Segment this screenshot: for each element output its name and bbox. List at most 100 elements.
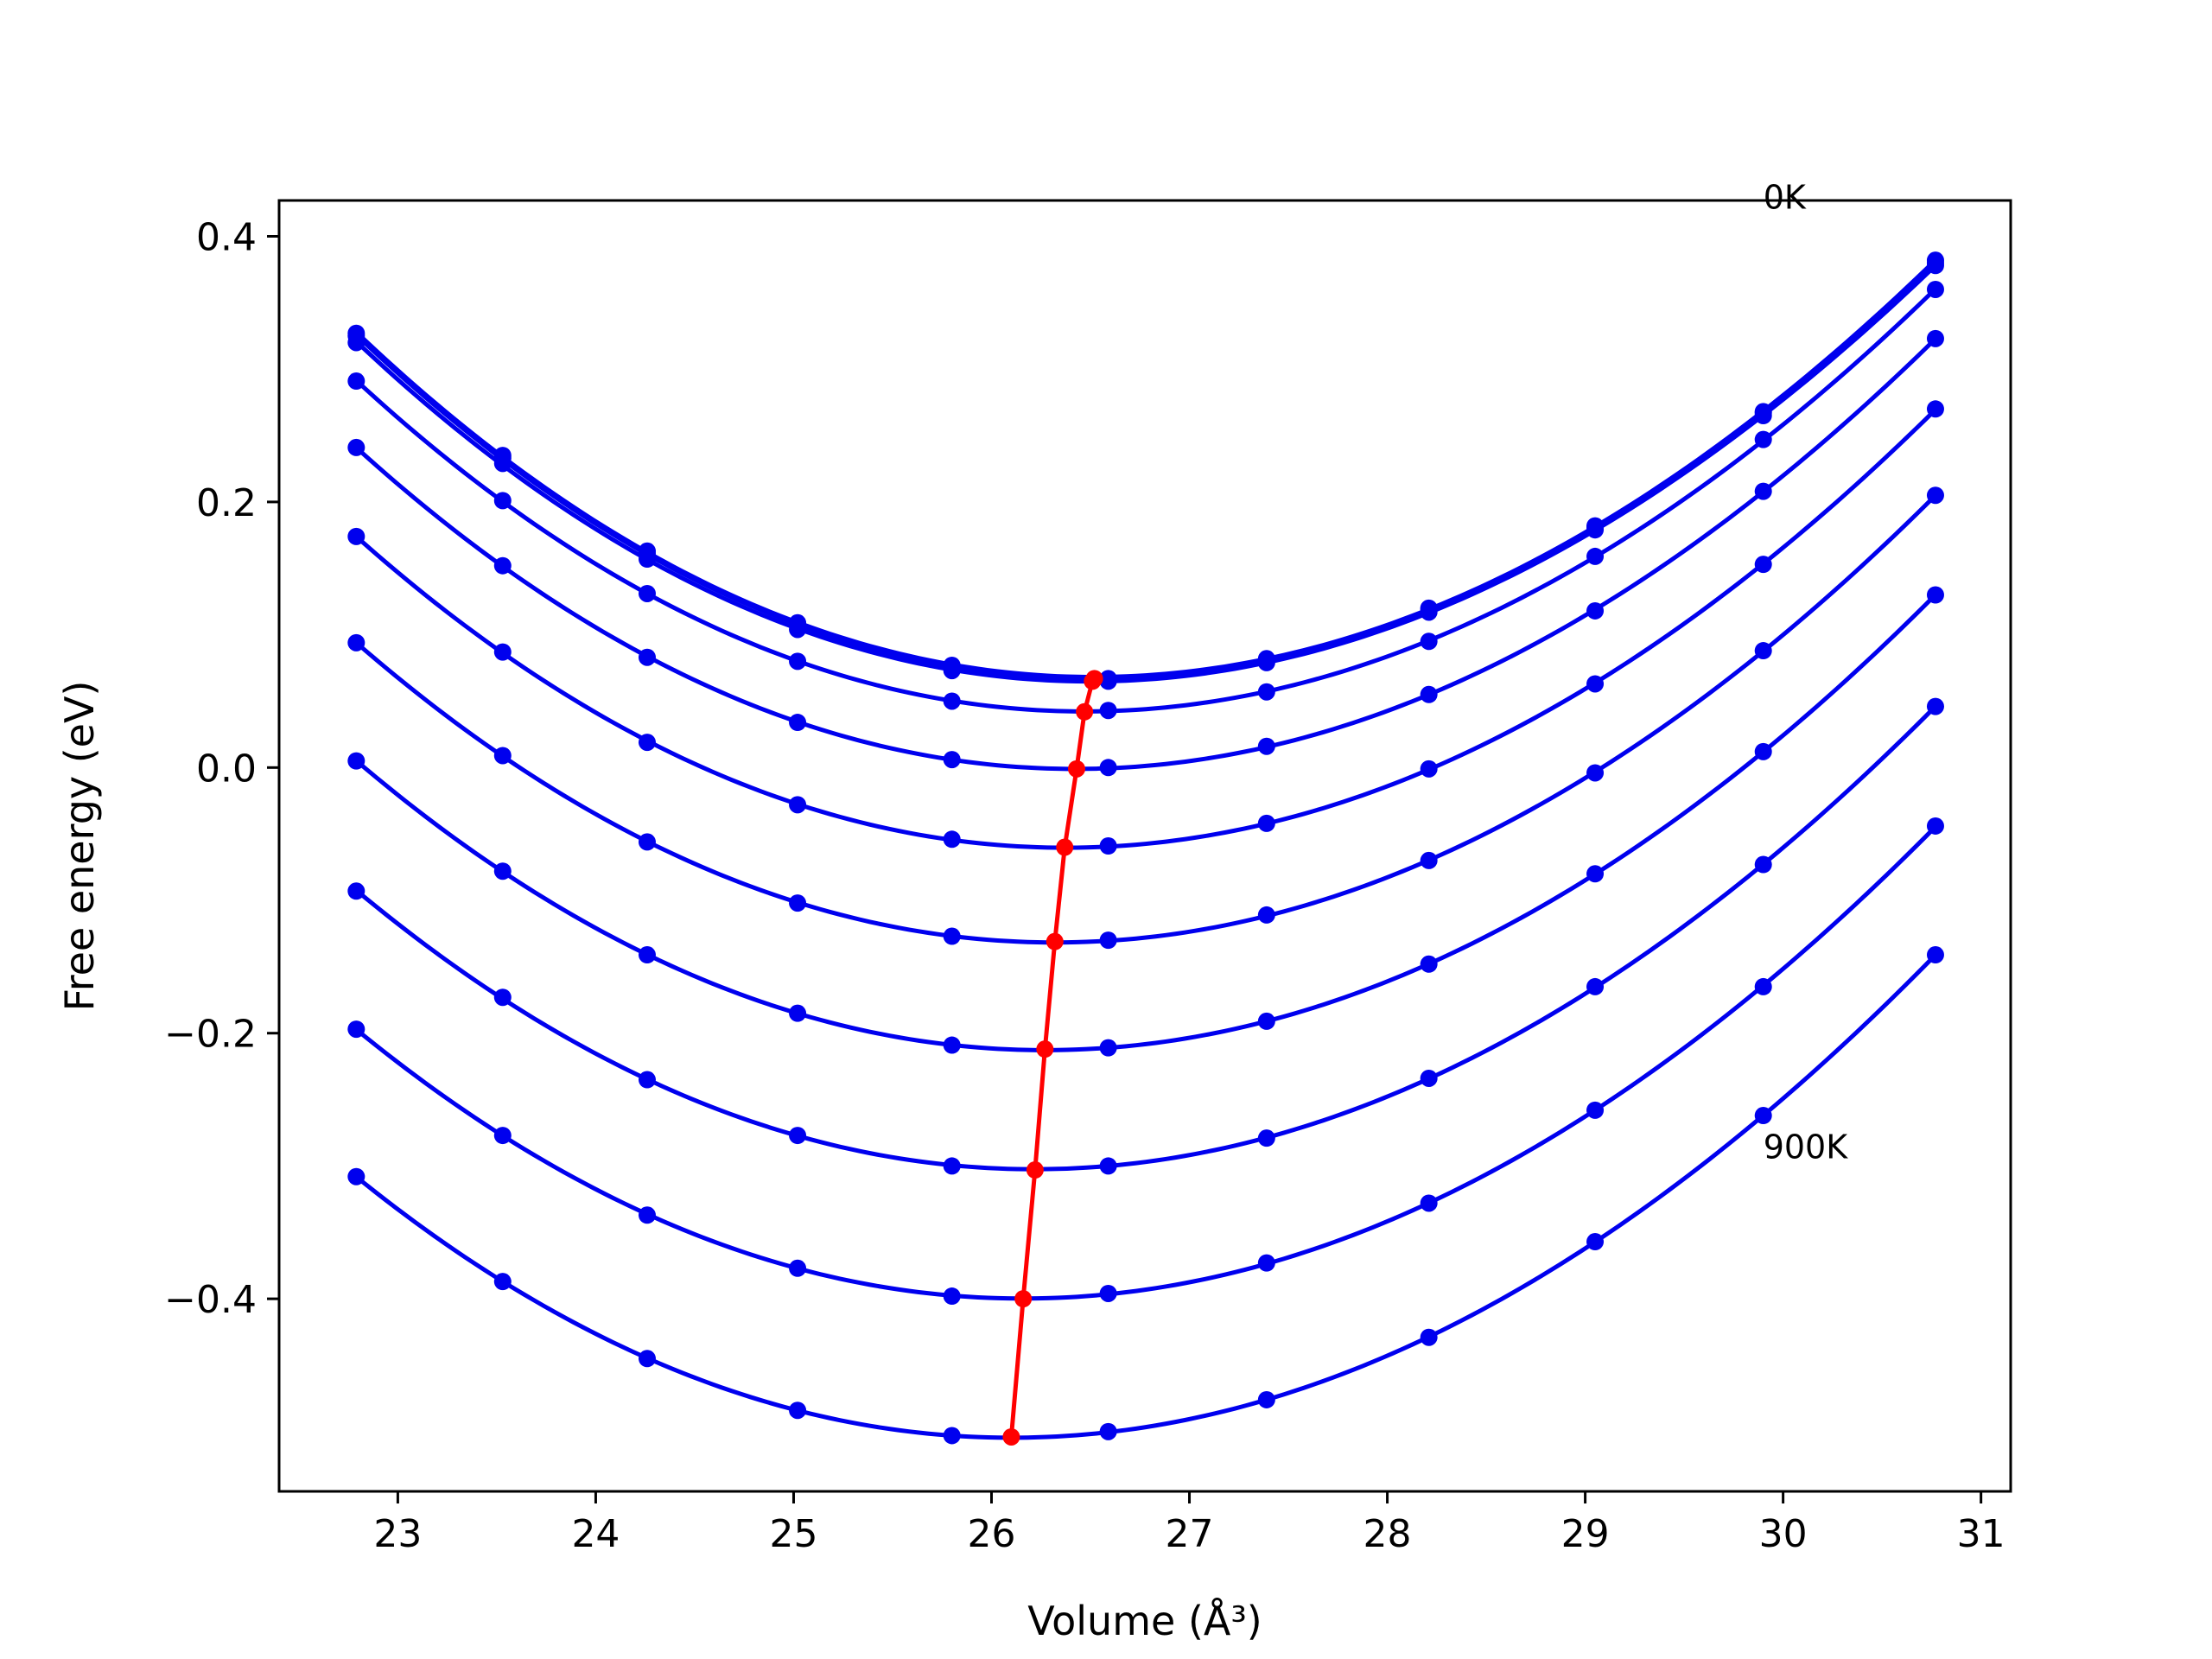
curve-point xyxy=(1754,855,1772,874)
x-tick-label: 27 xyxy=(1166,1512,1214,1556)
curve-point xyxy=(638,584,656,602)
curve-line-6 xyxy=(354,493,1937,945)
curve-point xyxy=(638,734,656,752)
curve-point xyxy=(943,1157,961,1175)
curve-point xyxy=(347,527,365,545)
x-tick-label: 25 xyxy=(769,1512,817,1556)
curve-point xyxy=(1586,865,1605,883)
curve-point xyxy=(638,648,656,666)
curve-point xyxy=(943,1036,961,1054)
y-tick-label: 0.2 xyxy=(196,481,257,525)
x-axis-label: Volume (Å³) xyxy=(1027,1598,1262,1644)
curve-point xyxy=(789,796,807,814)
curve-point xyxy=(943,927,961,945)
curve-point xyxy=(1926,257,1944,275)
curve-point xyxy=(1257,737,1275,755)
curve-point xyxy=(1099,672,1117,690)
x-tick-label: 26 xyxy=(968,1512,1016,1556)
y-axis-label: Free energy (eV) xyxy=(56,681,103,1012)
plot-frame xyxy=(277,199,2012,1493)
curve-point xyxy=(638,550,656,568)
curve-point xyxy=(1099,837,1117,855)
curve-point xyxy=(638,1071,656,1089)
y-tick-label: −0.2 xyxy=(164,1013,257,1057)
curve-point xyxy=(1257,1390,1275,1408)
curve-line-3 xyxy=(354,287,1937,714)
curve-point xyxy=(1754,742,1772,760)
curve-point xyxy=(1926,586,1944,604)
curve-point xyxy=(943,751,961,769)
curve-line-7 xyxy=(354,593,1937,1052)
minimum-point xyxy=(1067,760,1085,778)
minimum-point xyxy=(1056,838,1074,856)
curve-point xyxy=(347,372,365,391)
curve-point xyxy=(789,652,807,671)
curve-line-10 xyxy=(354,953,1937,1440)
curve-point xyxy=(1586,764,1605,782)
curve-point xyxy=(1926,486,1944,505)
x-tick-label: 30 xyxy=(1759,1512,1808,1556)
curve-point xyxy=(493,862,512,880)
curve-point xyxy=(1257,906,1275,924)
curve-point xyxy=(943,830,961,849)
minimum-point xyxy=(1014,1290,1033,1308)
curve-point xyxy=(943,662,961,680)
curve-point xyxy=(1586,1101,1605,1119)
curve-point xyxy=(638,1350,656,1368)
curve-point xyxy=(1420,632,1438,651)
curve-point xyxy=(638,1206,656,1224)
minima-line xyxy=(1008,677,1096,1438)
curve-point xyxy=(943,1287,961,1306)
curve-point xyxy=(789,620,807,639)
curve-point xyxy=(1586,601,1605,620)
x-tick-label: 31 xyxy=(1957,1512,2005,1556)
curve-point xyxy=(1926,697,1944,715)
curve-point xyxy=(1586,1233,1605,1251)
curve-line-5 xyxy=(354,408,1937,850)
curve-point xyxy=(493,1127,512,1145)
y-axis-ticks: −0.4 −0.2 0.0 0.2 0.4 xyxy=(164,216,279,1322)
curve-point xyxy=(1420,1069,1438,1087)
curve-point xyxy=(1099,1284,1117,1302)
curve-point xyxy=(1257,1129,1275,1147)
x-tick-label: 28 xyxy=(1363,1512,1412,1556)
minimum-point xyxy=(1046,932,1064,950)
curve-point xyxy=(1099,702,1117,720)
curve-point xyxy=(789,1127,807,1145)
curve-point xyxy=(1257,814,1275,832)
y-tick-label: −0.4 xyxy=(164,1278,257,1322)
curve-point xyxy=(943,692,961,710)
curve-point xyxy=(1099,1039,1117,1057)
curve-point xyxy=(347,334,365,352)
curve-point xyxy=(1754,556,1772,574)
curve-point xyxy=(493,747,512,765)
curve-point xyxy=(347,438,365,456)
curve-point xyxy=(1754,1107,1772,1125)
x-tick-label: 29 xyxy=(1561,1512,1610,1556)
curve-line-9 xyxy=(354,825,1937,1301)
curve-point xyxy=(1257,1254,1275,1272)
curve-point xyxy=(347,1167,365,1185)
minima-group xyxy=(1002,670,1103,1446)
curve-point xyxy=(789,1402,807,1420)
curve-point xyxy=(1754,977,1772,995)
curve-point xyxy=(347,882,365,900)
curve-point xyxy=(347,752,365,770)
curve-point xyxy=(1926,817,1944,835)
curve-point xyxy=(1926,329,1944,347)
curve-point xyxy=(1586,675,1605,693)
curve-point xyxy=(1099,1422,1117,1440)
curve-point xyxy=(638,833,656,851)
curve-point xyxy=(789,714,807,732)
curve-point xyxy=(1586,977,1605,995)
minimum-point xyxy=(1002,1427,1020,1446)
x-tick-label: 23 xyxy=(373,1512,422,1556)
x-axis-ticks: 23 24 25 26 27 28 29 30 31 xyxy=(373,1491,2005,1556)
curve-point xyxy=(493,556,512,575)
curve-point xyxy=(493,988,512,1007)
curve-point xyxy=(1257,683,1275,701)
curve-point xyxy=(1420,1328,1438,1346)
curve-point xyxy=(1099,759,1117,777)
curves-group xyxy=(347,251,1944,1445)
